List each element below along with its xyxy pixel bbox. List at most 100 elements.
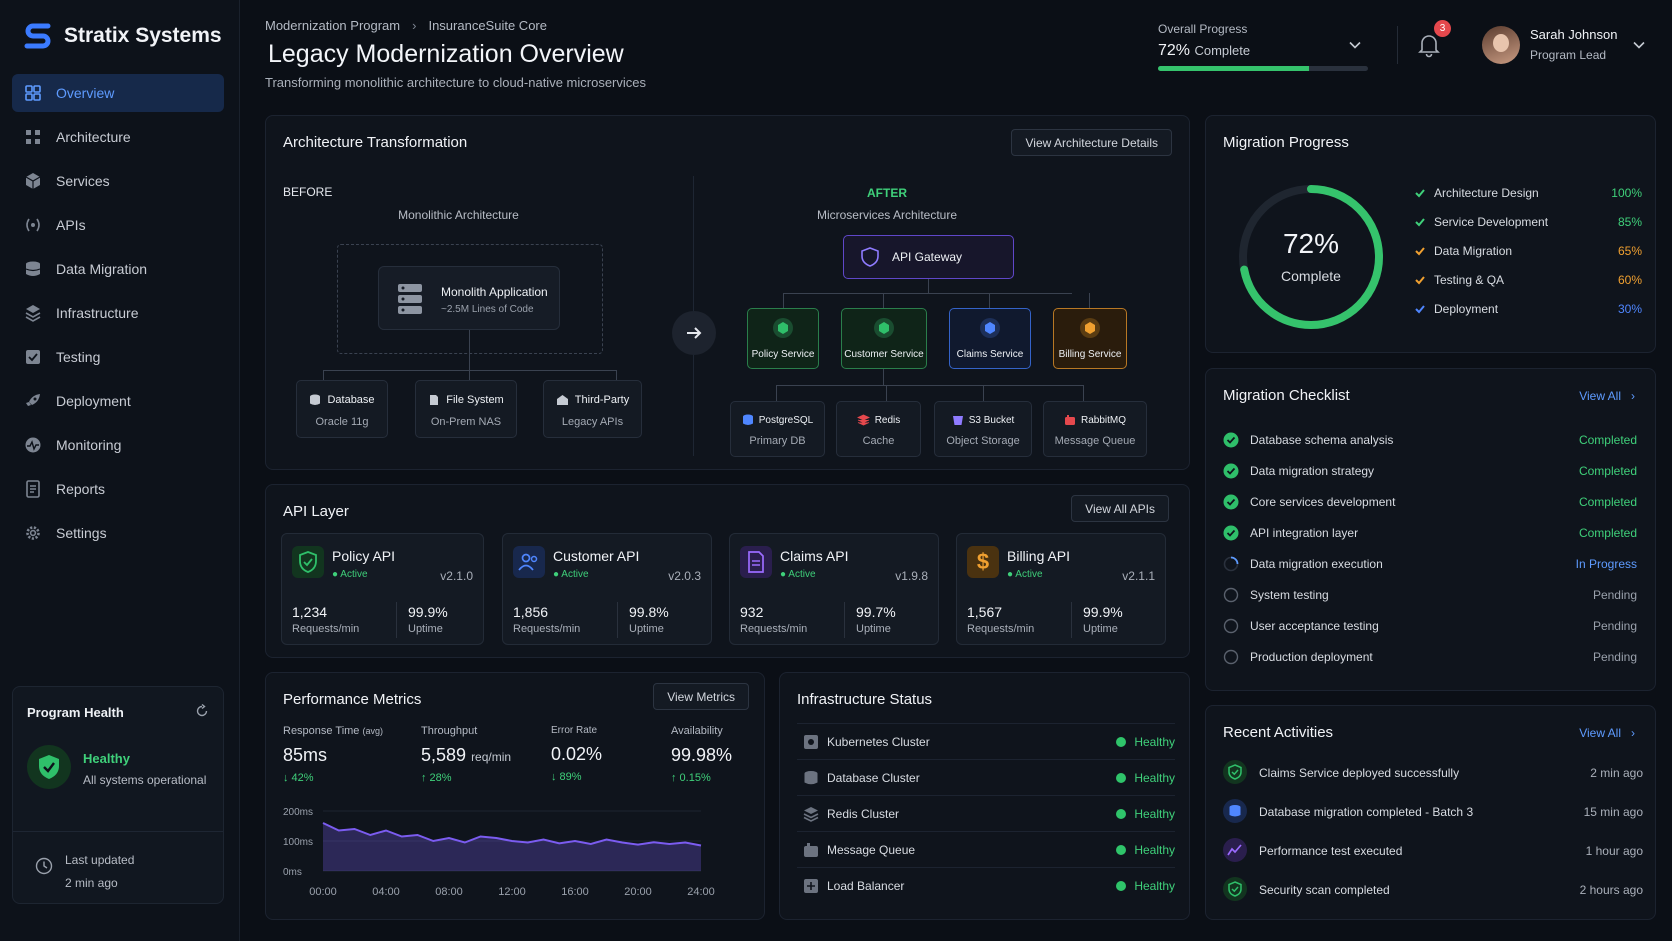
policy-service[interactable]: Policy Service bbox=[747, 308, 819, 369]
sidebar-item-label: Infrastructure bbox=[56, 305, 139, 321]
connector bbox=[469, 370, 470, 380]
store-postgresql[interactable]: PostgreSQL Primary DB bbox=[730, 401, 825, 457]
status-ok-icon bbox=[1116, 773, 1127, 783]
checklist-item[interactable]: System testing Pending bbox=[1223, 585, 1637, 607]
checklist-item-status: Pending bbox=[1592, 619, 1637, 633]
infra-row-redis[interactable]: Redis Cluster Healthy bbox=[797, 795, 1175, 831]
checklist-item[interactable]: Core services development Completed bbox=[1223, 492, 1637, 514]
monolith-app[interactable]: Monolith Application ~2.5M Lines of Code bbox=[378, 266, 560, 330]
sidebar-item-data-migration[interactable]: Data Migration bbox=[12, 250, 224, 288]
progress-item-percent: 85% bbox=[1617, 215, 1642, 229]
billing-service[interactable]: Billing Service bbox=[1053, 308, 1127, 369]
building-icon bbox=[556, 395, 568, 405]
sidebar-item-overview[interactable]: Overview bbox=[12, 74, 224, 112]
chevron-down-icon[interactable] bbox=[1348, 38, 1362, 52]
store-redis[interactable]: Redis Cache bbox=[836, 401, 921, 457]
sidebar-item-deployment[interactable]: Deployment bbox=[12, 382, 224, 420]
y-tick-label: 0ms bbox=[283, 867, 302, 878]
infra-row-message-queue[interactable]: Message Queue Healthy bbox=[797, 831, 1175, 867]
checklist-item[interactable]: Database schema analysis Completed bbox=[1223, 430, 1637, 452]
view-all-apis-button[interactable]: View All APIs bbox=[1071, 495, 1169, 522]
sidebar-item-services[interactable]: Services bbox=[12, 162, 224, 200]
progress-item: Architecture Design 100% bbox=[1414, 184, 1642, 204]
metric-response-time: Response Time (avg) 85ms ↓ 42% bbox=[283, 725, 384, 784]
connector bbox=[616, 370, 617, 380]
recent-activities-card: Recent Activities View All › Claims Servi… bbox=[1205, 705, 1656, 920]
last-updated-time: 2 min ago bbox=[65, 876, 118, 890]
view-all-link[interactable]: View All › bbox=[1579, 389, 1635, 403]
infra-row-database[interactable]: Database Cluster Healthy bbox=[797, 759, 1175, 795]
api-card-customer[interactable]: Customer API ● Active v2.0.3 1,856 Reque… bbox=[502, 533, 712, 645]
breadcrumb: Modernization Program › InsuranceSuite C… bbox=[265, 18, 547, 33]
monolith-loc: ~2.5M Lines of Code bbox=[441, 304, 534, 315]
activity-item[interactable]: Database migration completed - Batch 3 15… bbox=[1223, 799, 1643, 825]
infra-row-load-balancer[interactable]: Load Balancer Healthy bbox=[797, 867, 1175, 903]
layers-icon bbox=[803, 807, 819, 822]
overall-progress[interactable]: Overall Progress 72% Complete bbox=[1158, 22, 1368, 71]
sidebar-item-infrastructure[interactable]: Infrastructure bbox=[12, 294, 224, 332]
checklist-item[interactable]: API integration layer Completed bbox=[1223, 523, 1637, 545]
api-gateway[interactable]: API Gateway bbox=[843, 235, 1014, 279]
database-icon bbox=[310, 394, 321, 405]
legacy-file-system[interactable]: File System On-Prem NAS bbox=[415, 380, 517, 438]
app-logo[interactable]: Stratix Systems bbox=[22, 20, 222, 52]
sidebar-item-apis[interactable]: APIs bbox=[12, 206, 224, 244]
cube-icon bbox=[773, 318, 793, 338]
x-tick-label: 04:00 bbox=[372, 886, 400, 898]
sidebar-item-architecture[interactable]: Architecture bbox=[12, 118, 224, 156]
checklist-item[interactable]: Data migration execution In Progress bbox=[1223, 554, 1637, 576]
checklist-item-name: Production deployment bbox=[1250, 650, 1373, 664]
kubernetes-icon bbox=[804, 735, 818, 749]
activity-item[interactable]: Claims Service deployed successfully 2 mi… bbox=[1223, 760, 1643, 786]
sidebar-item-reports[interactable]: Reports bbox=[12, 470, 224, 508]
avatar[interactable] bbox=[1482, 26, 1520, 64]
shield-icon bbox=[861, 247, 879, 267]
gear-icon bbox=[26, 526, 40, 540]
sidebar-item-monitoring[interactable]: Monitoring bbox=[12, 426, 224, 464]
cube-icon bbox=[874, 318, 894, 338]
view-architecture-button[interactable]: View Architecture Details bbox=[1011, 129, 1172, 156]
last-updated-label: Last updated bbox=[65, 853, 135, 867]
checklist-item[interactable]: Data migration strategy Completed bbox=[1223, 461, 1637, 483]
activity-time: 15 min ago bbox=[1583, 805, 1643, 819]
store-rabbitmq[interactable]: RabbitMQ Message Queue bbox=[1043, 401, 1147, 457]
activity-item[interactable]: Performance test executed 1 hour ago bbox=[1223, 838, 1643, 864]
view-metrics-button[interactable]: View Metrics bbox=[653, 683, 749, 710]
sidebar-item-label: APIs bbox=[56, 217, 86, 233]
bucket-icon bbox=[952, 416, 963, 425]
architecture-card: Architecture Transformation View Archite… bbox=[265, 115, 1190, 470]
checklist-item[interactable]: Production deployment Pending bbox=[1223, 647, 1637, 669]
x-tick-label: 12:00 bbox=[498, 886, 526, 898]
checklist-item-status: Pending bbox=[1592, 588, 1637, 602]
checklist-item-name: Core services development bbox=[1250, 495, 1396, 509]
check-circle-icon bbox=[1223, 525, 1239, 541]
customer-service[interactable]: Customer Service bbox=[841, 308, 927, 369]
store-s3-bucket[interactable]: S3 Bucket Object Storage bbox=[934, 401, 1032, 457]
api-card-billing[interactable]: $ Billing API ● Active v2.1.1 1,567 Requ… bbox=[956, 533, 1166, 645]
view-all-link[interactable]: View All › bbox=[1579, 726, 1635, 740]
checklist-item[interactable]: User acceptance testing Pending bbox=[1223, 616, 1637, 638]
legacy-third-party[interactable]: Third-Party Legacy APIs bbox=[543, 380, 642, 438]
progress-item-percent: 65% bbox=[1617, 244, 1642, 258]
chevron-down-icon[interactable] bbox=[1632, 38, 1646, 52]
claims-service[interactable]: Claims Service bbox=[949, 308, 1031, 369]
connector bbox=[783, 293, 784, 308]
breadcrumb-item[interactable]: Modernization Program bbox=[265, 18, 401, 33]
activity-time: 2 min ago bbox=[1590, 766, 1643, 780]
bell-icon[interactable] bbox=[1417, 32, 1441, 58]
progress-item-name: Data Migration bbox=[1434, 244, 1513, 258]
activity-name: Security scan completed bbox=[1259, 883, 1390, 897]
api-card-claims[interactable]: Claims API ● Active v1.9.8 932 Requests/… bbox=[729, 533, 939, 645]
breadcrumb-item[interactable]: InsuranceSuite Core bbox=[428, 18, 547, 33]
api-card-policy[interactable]: Policy API ● Active v2.1.0 1,234 Request… bbox=[281, 533, 484, 645]
legacy-database[interactable]: Database Oracle 11g bbox=[296, 380, 388, 438]
user-name[interactable]: Sarah Johnson bbox=[1530, 27, 1618, 42]
activity-item[interactable]: Security scan completed 2 hours ago bbox=[1223, 877, 1643, 903]
cube-icon bbox=[980, 318, 1000, 338]
checklist-item-name: Data migration strategy bbox=[1250, 464, 1375, 478]
checklist-item-status: Completed bbox=[1578, 464, 1637, 478]
sidebar-item-settings[interactable]: Settings bbox=[12, 514, 224, 552]
refresh-icon[interactable] bbox=[195, 704, 209, 718]
sidebar-item-testing[interactable]: Testing bbox=[12, 338, 224, 376]
infra-row-kubernetes[interactable]: Kubernetes Cluster Healthy bbox=[797, 723, 1175, 759]
